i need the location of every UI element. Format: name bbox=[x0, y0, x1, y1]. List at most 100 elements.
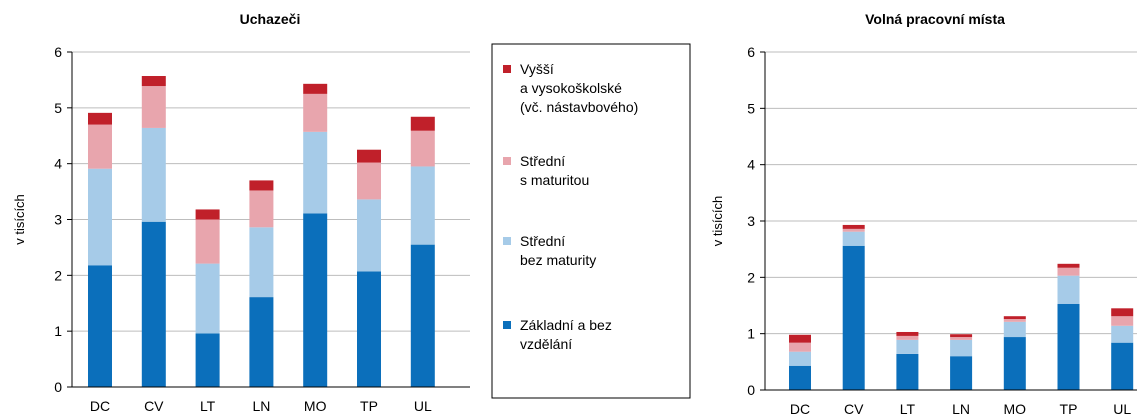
bar-segment bbox=[141, 86, 166, 128]
bar-segment bbox=[1057, 267, 1080, 276]
bar-segment bbox=[1057, 303, 1080, 390]
legend-label: Vyšší a vysokoškolské (vč. nástavbového) bbox=[520, 61, 638, 115]
bar-segment bbox=[950, 356, 973, 390]
bar-segment bbox=[1111, 325, 1134, 343]
bar-segment bbox=[950, 339, 973, 357]
bar-segment bbox=[1111, 316, 1134, 326]
x-tick-label: MO bbox=[1004, 401, 1027, 417]
legend-box bbox=[491, 43, 691, 399]
y-tick-label: 5 bbox=[54, 100, 62, 116]
bar-segment bbox=[789, 342, 811, 352]
bar-segment bbox=[410, 166, 435, 245]
x-tick-label: DC bbox=[790, 401, 810, 417]
bar-segment bbox=[789, 351, 811, 366]
bar-segment bbox=[88, 124, 112, 169]
x-tick-label: UL bbox=[414, 398, 432, 414]
plot bbox=[760, 51, 1137, 391]
bar-segment bbox=[1057, 263, 1080, 268]
bar-segment bbox=[896, 353, 919, 390]
bar-segment bbox=[842, 231, 865, 246]
bar-segment bbox=[141, 76, 166, 87]
y-tick-label: 3 bbox=[747, 213, 755, 229]
x-tick-label: MO bbox=[304, 398, 327, 414]
legend-swatch bbox=[503, 65, 511, 73]
legend-label: Střední s maturitou bbox=[520, 153, 589, 188]
bar-segment bbox=[88, 168, 112, 266]
bar-segment bbox=[357, 162, 381, 200]
legend-label: Základní a bez vzdělání bbox=[520, 317, 612, 352]
bar-segment bbox=[950, 337, 973, 340]
bar-segment bbox=[1003, 316, 1026, 320]
bar-segment bbox=[195, 263, 220, 334]
y-tick-label: 3 bbox=[54, 212, 62, 228]
bar-segment bbox=[1003, 321, 1026, 338]
bar-segment bbox=[1111, 308, 1134, 317]
chart-title: Uchazeči bbox=[240, 11, 301, 27]
legend-swatch bbox=[503, 237, 511, 245]
y-tick-label: 2 bbox=[747, 269, 755, 285]
bar-segment bbox=[1003, 337, 1026, 390]
bar-segment bbox=[249, 190, 274, 228]
y-tick-label: 5 bbox=[747, 100, 755, 116]
plot bbox=[67, 51, 470, 388]
bar-segment bbox=[842, 228, 865, 232]
bar-segment bbox=[141, 221, 166, 387]
bar-segment bbox=[789, 334, 811, 343]
y-tick-label: 4 bbox=[747, 157, 755, 173]
bar-segment bbox=[896, 331, 919, 336]
y-axis-label: v tisících bbox=[12, 194, 27, 245]
bar-segment bbox=[88, 265, 112, 387]
y-tick-label: 0 bbox=[747, 382, 755, 398]
x-tick-label: TP bbox=[360, 398, 378, 414]
x-tick-label: CV bbox=[144, 398, 164, 414]
x-tick-label: CV bbox=[844, 401, 864, 417]
bar-segment bbox=[357, 271, 381, 387]
bar-segment bbox=[303, 83, 328, 94]
y-tick-label: 1 bbox=[54, 323, 62, 339]
bar-segment bbox=[1003, 319, 1026, 322]
y-tick-label: 6 bbox=[747, 44, 755, 60]
bar-segment bbox=[195, 209, 220, 220]
y-tick-label: 6 bbox=[54, 44, 62, 60]
legend-swatch bbox=[503, 157, 511, 165]
bar-segment bbox=[195, 333, 220, 387]
legend-label: Střední bez maturity bbox=[520, 233, 596, 268]
x-tick-label: LT bbox=[900, 401, 916, 417]
bar-segment bbox=[842, 224, 865, 229]
bar-segment bbox=[410, 116, 435, 131]
bar-segment bbox=[357, 199, 381, 272]
y-axis-label: v tisících bbox=[710, 196, 725, 247]
bar-segment bbox=[249, 227, 274, 298]
bar-segment bbox=[789, 365, 811, 390]
bar-segment bbox=[303, 213, 328, 387]
bar-segment bbox=[249, 297, 274, 387]
y-tick-label: 1 bbox=[747, 326, 755, 342]
x-tick-label: DC bbox=[90, 398, 110, 414]
bar-segment bbox=[303, 131, 328, 214]
y-tick-label: 2 bbox=[54, 267, 62, 283]
bar-segment bbox=[1111, 342, 1134, 390]
y-tick-label: 0 bbox=[54, 379, 62, 395]
bar-segment bbox=[141, 127, 166, 222]
bar-segment bbox=[410, 130, 435, 167]
bar-segment bbox=[410, 244, 435, 387]
bar-segment bbox=[842, 245, 865, 390]
legend-swatch bbox=[503, 321, 511, 329]
bar-segment bbox=[195, 219, 220, 264]
bar-segment bbox=[88, 112, 112, 125]
bar-segment bbox=[303, 93, 328, 132]
bar-segment bbox=[1057, 275, 1080, 304]
bar-segment bbox=[249, 180, 274, 191]
x-tick-label: TP bbox=[1060, 401, 1078, 417]
x-tick-label: LT bbox=[200, 398, 216, 414]
bar-segment bbox=[950, 334, 973, 338]
x-tick-label: UL bbox=[1113, 401, 1131, 417]
x-tick-label: LN bbox=[952, 401, 970, 417]
bar-segment bbox=[896, 339, 919, 354]
chart-title: Volná pracovní místa bbox=[865, 11, 1005, 27]
y-tick-label: 4 bbox=[54, 156, 62, 172]
bar-segment bbox=[357, 149, 381, 163]
x-tick-label: LN bbox=[252, 398, 270, 414]
